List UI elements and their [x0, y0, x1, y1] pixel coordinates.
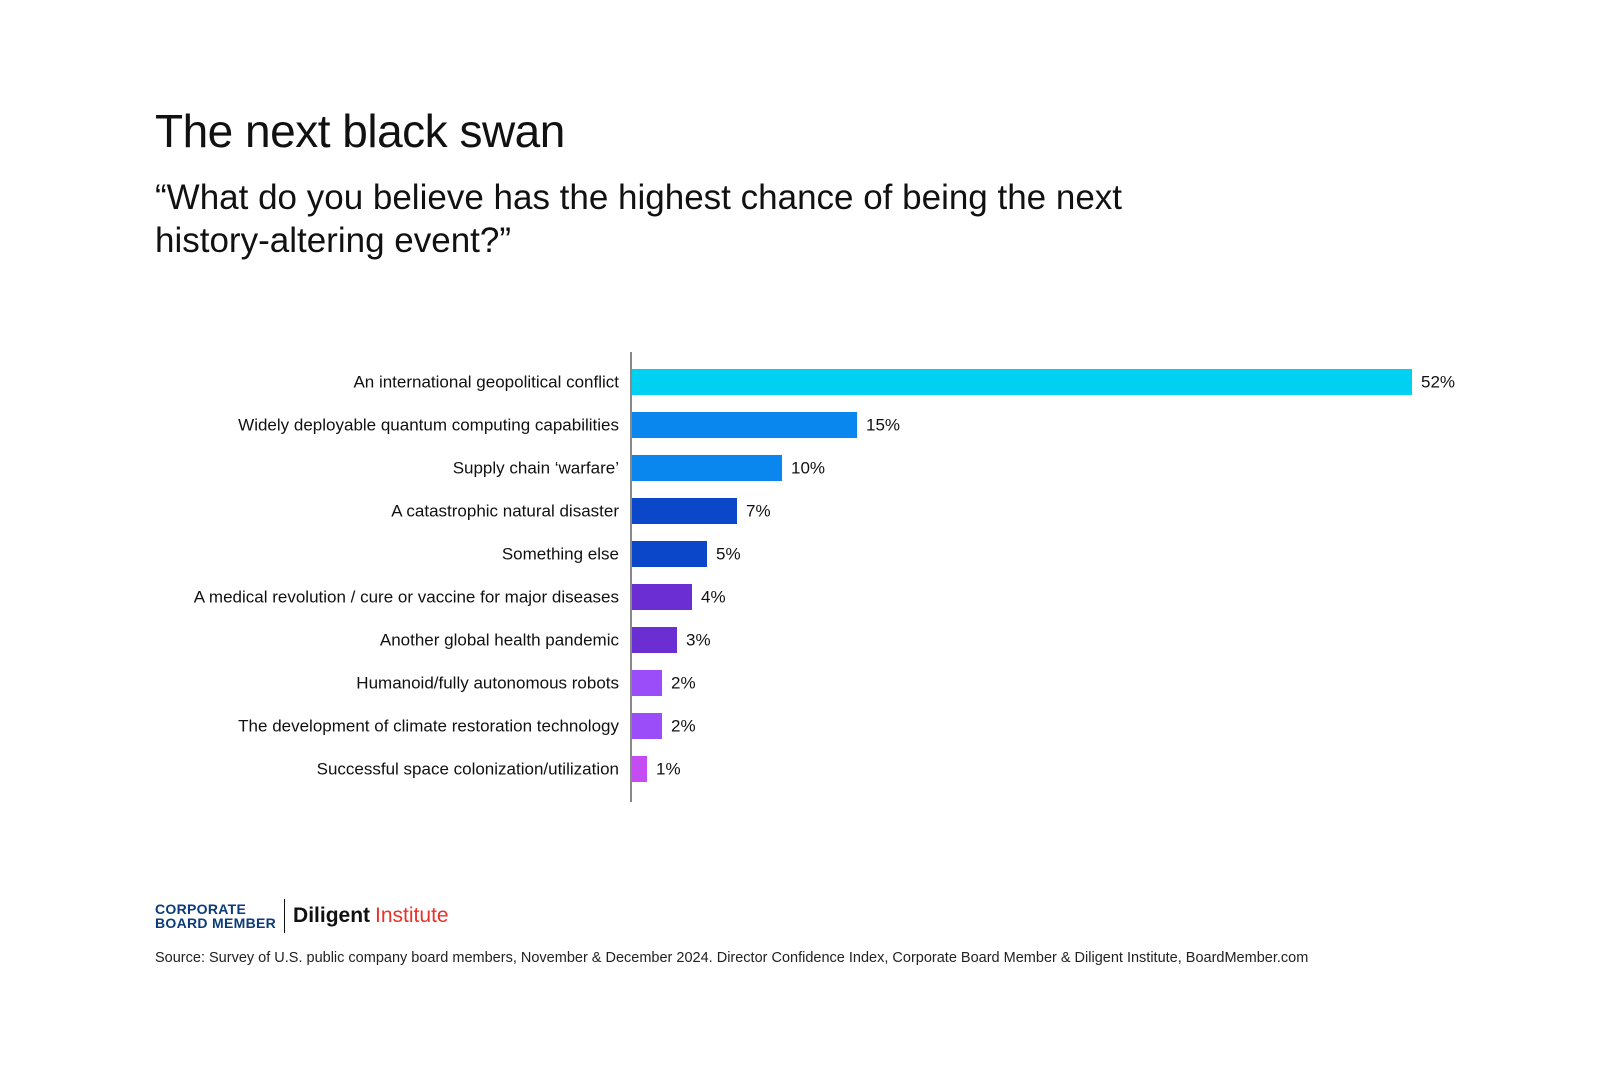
cbm-logo-line1: CORPORATE: [155, 901, 247, 917]
category-label: Widely deployable quantum computing capa…: [238, 416, 619, 435]
category-label: Humanoid/fully autonomous robots: [356, 674, 619, 693]
chart-subtitle: “What do you believe has the highest cha…: [155, 178, 1123, 260]
bar-1: [632, 369, 1412, 395]
category-label: Something else: [502, 545, 619, 564]
value-label: 1%: [656, 760, 681, 779]
value-label: 7%: [746, 502, 771, 521]
value-label: 2%: [671, 717, 696, 736]
chart-title: The next black swan: [155, 105, 565, 157]
value-label: 52%: [1421, 373, 1455, 392]
corporate-board-member-logo: CORPORATE BOARD MEMBER: [155, 902, 276, 930]
bars-group: An international geopolitical conflict 52…: [194, 369, 1455, 782]
bar-6: [632, 584, 692, 610]
bar-8: [632, 670, 662, 696]
institute-word: Institute: [375, 904, 449, 927]
logo-row: CORPORATE BOARD MEMBER Diligent Institute: [155, 898, 449, 934]
source-note: Source: Survey of U.S. public company bo…: [155, 950, 1309, 966]
category-label: An international geopolitical conflict: [353, 373, 619, 392]
value-label: 2%: [671, 674, 696, 693]
bar-4: [632, 498, 737, 524]
diligent-word: Diligent: [293, 904, 371, 927]
bar-10: [632, 756, 647, 782]
diligent-institute-logo: Diligent Institute: [293, 904, 449, 928]
category-label: Another global health pandemic: [380, 631, 620, 650]
category-label: Successful space colonization/utilizatio…: [317, 760, 619, 779]
category-label: Supply chain ‘warfare’: [453, 459, 619, 478]
value-label: 15%: [866, 416, 900, 435]
bar-5: [632, 541, 707, 567]
value-label: 10%: [791, 459, 825, 478]
category-label: A catastrophic natural disaster: [391, 502, 619, 521]
bar-9: [632, 713, 662, 739]
logo-divider: [284, 899, 286, 933]
value-label: 5%: [716, 545, 741, 564]
category-label: A medical revolution / cure or vaccine f…: [194, 588, 619, 607]
bar-2: [632, 412, 857, 438]
cbm-logo-line2: BOARD MEMBER: [155, 915, 277, 931]
bar-7: [632, 627, 677, 653]
value-label: 4%: [701, 588, 726, 607]
value-label: 3%: [686, 631, 711, 650]
bar-3: [632, 455, 782, 481]
category-label: The development of climate restoration t…: [238, 717, 619, 736]
